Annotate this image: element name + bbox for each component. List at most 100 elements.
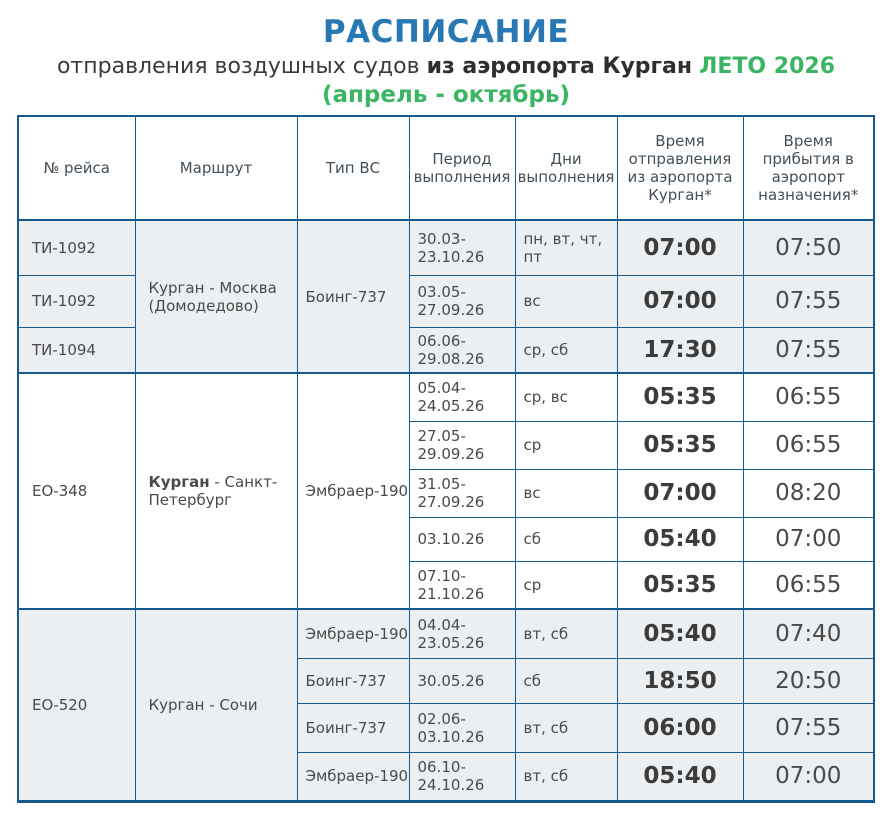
table-row: Боинг-737 30.05.26 сб 18:50 20:50 — [18, 657, 875, 704]
departure-time-cell: 05:35 — [616, 372, 744, 422]
table-row: ЕО-520 Курган - Сочи Эмбраер-190 04.04- 2… — [17, 608, 875, 802]
period-cell: 07.10- 21.10.26 — [408, 560, 516, 610]
period-cell: 31.05- 27.09.26 — [408, 468, 516, 518]
arrival-time-cell: 07:40 — [742, 608, 875, 659]
departure-time-cell: 05:40 — [616, 751, 744, 802]
period-cell: 03.05- 27.09.26 — [408, 274, 516, 328]
departure-time-cell: 05:40 — [616, 608, 744, 659]
period-cell: 02.06- 03.10.26 — [408, 702, 516, 753]
departure-time-cell: 18:50 — [616, 657, 744, 704]
days-cell: вт, сб — [514, 751, 618, 802]
period-line: 23.05.26 — [417, 633, 485, 652]
period-cell: 30.03- 23.10.26 — [408, 219, 516, 276]
period-line: 07.10- — [417, 566, 466, 585]
period-cell: 05.04- 24.05.26 — [408, 372, 516, 422]
period-line: 30.05.26 — [417, 671, 485, 690]
arrival-time-cell: 06:55 — [742, 372, 875, 422]
period-line: 06.10- — [417, 758, 466, 777]
period-cell: 06.10- 24.10.26 — [408, 751, 516, 802]
period-line: 02.06- — [417, 709, 466, 728]
period-line: 30.03- — [417, 229, 466, 248]
period-line: 27.09.26 — [417, 301, 485, 320]
days-cell: ср, сб — [514, 326, 618, 374]
arrival-time-cell: 06:55 — [742, 560, 875, 610]
arrival-time-cell: 07:00 — [742, 516, 875, 562]
col-header-aircraft: Тип ВС — [296, 115, 410, 221]
period-cell: 06.06- 29.08.26 — [408, 326, 516, 374]
departure-time-cell: 17:30 — [616, 326, 744, 374]
days-cell: вс — [514, 468, 618, 518]
arrival-time-cell: 07:55 — [742, 326, 875, 374]
period-line: 21.10.26 — [417, 584, 485, 603]
days-cell: пн, вт, чт, пт — [514, 219, 618, 276]
aircraft-cell: Боинг-737 — [296, 219, 410, 374]
period-line: 03.10.26 — [417, 530, 485, 549]
subtitle-season-text: ЛЕТО 2026 — [699, 54, 836, 80]
days-cell: ср, вс — [514, 372, 618, 422]
col-header-flight: № рейса — [17, 115, 136, 221]
arrival-time-cell: 07:55 — [742, 274, 875, 328]
period-line: 23.10.26 — [417, 247, 485, 266]
table-row: ТИ-1094 06.06- 29.08.26 ср, сб 17:30 07:5… — [17, 326, 875, 374]
departure-time-cell: 06:00 — [616, 702, 744, 753]
period-line: 06.06- — [417, 331, 466, 350]
days-cell: вс — [514, 274, 618, 328]
period-line: 03.05- — [417, 283, 466, 302]
aircraft-cell: Боинг-737 — [296, 657, 410, 704]
period-line: 24.10.26 — [417, 776, 485, 795]
table-row: Эмбраер-190 06.10- 24.10.26 вт, сб 05:40 … — [18, 751, 875, 802]
page-header: РАСПИСАНИЕ отправления воздушных судов и… — [0, 0, 892, 109]
arrival-time-cell: 06:55 — [742, 420, 875, 470]
period-line: 27.05- — [417, 427, 466, 446]
subtitle-months-text: (апрель - октябрь) — [321, 81, 571, 108]
route-cell: Курган - Москва (Домодедово) — [134, 219, 298, 374]
subtitle-airport-text: из аэропорта Курган — [426, 54, 693, 80]
period-line: 04.04- — [417, 615, 466, 634]
arrival-time-cell: 07:50 — [742, 219, 875, 276]
aircraft-cell: Эмбраер-190 — [296, 608, 410, 659]
departure-time-cell: 07:00 — [616, 468, 744, 518]
route-cell: Курган - Санкт-Петербург — [134, 372, 298, 610]
days-cell: ср — [514, 420, 618, 470]
flight-number-cell: ЕО-520 — [17, 608, 136, 802]
period-line: 31.05- — [417, 475, 466, 494]
days-cell: вт, сб — [514, 702, 618, 753]
aircraft-cell: Боинг-737 — [296, 702, 410, 753]
route-rest: - Санкт-Петербург — [148, 473, 278, 510]
col-header-days: Дни выполнения — [514, 115, 618, 221]
period-line: 29.09.26 — [417, 445, 485, 464]
flight-number-cell: ТИ-1094 — [17, 326, 136, 374]
schedule-table: № рейса Маршрут Тип ВС Период выполнения… — [17, 115, 875, 803]
aircraft-cell: Эмбраер-190 — [296, 751, 410, 802]
days-cell: сб — [514, 516, 618, 562]
period-line: 05.04- — [417, 379, 466, 398]
period-line: 03.10.26 — [417, 727, 485, 746]
flight-number-cell: ТИ-1092 — [17, 219, 136, 276]
table-row: Боинг-737 02.06- 03.10.26 вт, сб 06:00 07… — [18, 702, 875, 753]
table-row: ТИ-1092 03.05- 27.09.26 вс 07:00 07:55 — [17, 274, 875, 328]
arrival-time-cell: 07:00 — [742, 751, 875, 802]
flight-number-cell: ТИ-1092 — [17, 274, 136, 328]
arrival-time-cell: 07:55 — [742, 702, 875, 753]
period-cell: 03.10.26 — [408, 516, 516, 562]
departure-time-cell: 05:35 — [616, 560, 744, 610]
header-row: № рейса Маршрут Тип ВС Период выполнения… — [17, 115, 875, 221]
departure-time-cell: 05:40 — [616, 516, 744, 562]
subtitle-regular-text: отправления воздушных судов — [56, 54, 420, 80]
days-cell: ср — [514, 560, 618, 610]
table-row: ТИ-1092 Курган - Москва (Домодедово) Бои… — [17, 219, 875, 374]
days-cell: сб — [514, 657, 618, 704]
table-row: 31.05- 27.09.26 вс 07:00 08:20 — [18, 468, 875, 518]
period-cell: 04.04- 23.05.26 — [408, 608, 516, 659]
period-line: 27.09.26 — [417, 493, 485, 512]
col-header-departure: Время отправления из аэропорта Курган* — [616, 115, 744, 221]
arrival-time-cell: 08:20 — [742, 468, 875, 518]
flight-number-cell: ЕО-348 — [17, 372, 136, 610]
departure-time-cell: 07:00 — [616, 219, 744, 276]
period-cell: 30.05.26 — [408, 657, 516, 704]
table-row: 07.10- 21.10.26 ср 05:35 06:55 — [18, 560, 875, 610]
table-row: ЕО-348 Курган - Санкт-Петербург Эмбраер-… — [17, 372, 875, 610]
page-subtitle: отправления воздушных судов из аэропорта… — [0, 54, 892, 80]
page-title: РАСПИСАНИЕ — [322, 14, 570, 50]
period-line: 29.08.26 — [417, 349, 485, 368]
